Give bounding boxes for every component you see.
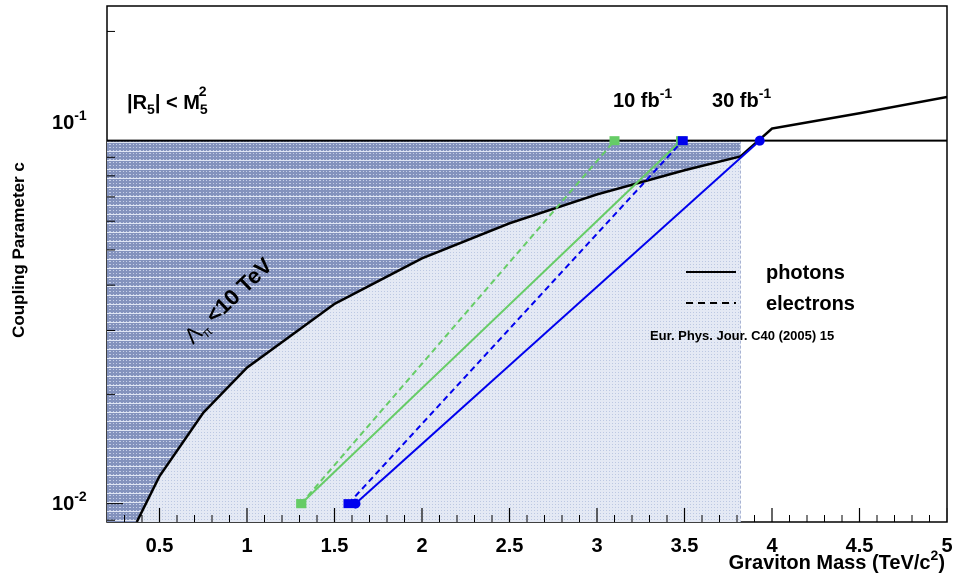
legend: photons electrons Eur. Phys. Jour. C40 (… <box>650 262 855 343</box>
legend-electrons-label: electrons <box>766 293 855 315</box>
x-tick-label: 0.5 <box>146 535 174 557</box>
x-tick-label: 3.5 <box>671 535 699 557</box>
y-axis-title: Coupling Parameter c <box>9 162 28 338</box>
excluded-region <box>107 140 741 522</box>
series-30fb-photons <box>354 139 761 505</box>
y-tick-label-0: 10-2 <box>52 488 87 515</box>
y-tick-label-1: 10-1 <box>52 107 87 134</box>
y-axis-ticks <box>107 30 123 521</box>
series-30fb-electrons-point-high <box>677 136 688 146</box>
x-tick-label: 2.5 <box>496 535 524 557</box>
series-10fb-photons <box>300 139 682 505</box>
x-tick-label: 5 <box>941 535 952 557</box>
label-30fb: 30 fb-1 <box>712 85 771 112</box>
legend-photons-label: photons <box>766 262 845 284</box>
x-tick-label: 4 <box>766 535 778 557</box>
series-30fb-photons-point-high <box>754 135 765 146</box>
r5-annotation: |R5| < M52 <box>127 83 208 117</box>
x-axis-ticks: 0.5 1 1.5 2 2.5 3 3.5 4 4.5 5 <box>124 508 953 557</box>
series-30fb-electrons <box>347 140 684 505</box>
x-tick-label: 1.5 <box>321 535 349 557</box>
series-10fb-electrons-point-low <box>296 499 307 509</box>
x-tick-label: 2 <box>416 535 427 557</box>
x-tick-label: 1 <box>241 535 252 557</box>
x-axis-title: Graviton Mass (TeV/c2) <box>729 547 945 574</box>
x-tick-label: 4.5 <box>846 535 874 557</box>
x-tick-label: 3 <box>591 535 602 557</box>
theory-curve <box>135 95 947 522</box>
series-30fb-electrons-point-low <box>343 499 354 509</box>
label-10fb: 10 fb-1 <box>613 85 672 112</box>
series-10fb-electrons-point-high <box>609 136 620 146</box>
reference-citation: Eur. Phys. Jour. C40 (2005) 15 <box>650 328 834 343</box>
